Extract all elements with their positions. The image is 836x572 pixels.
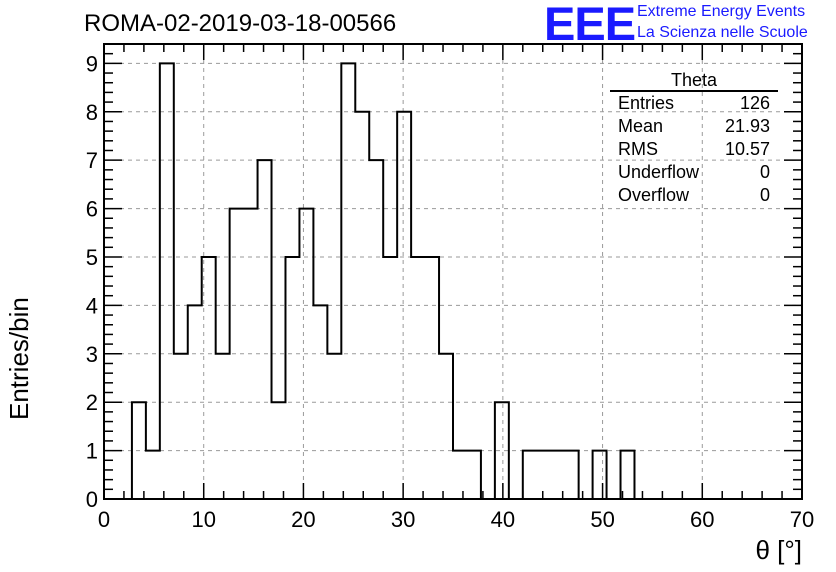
- axis-ticks: [103, 43, 803, 500]
- histogram-bin: [327, 354, 341, 499]
- histogram-bin: [369, 160, 383, 499]
- histogram-bin: [341, 63, 355, 499]
- y-tick-label: 8: [86, 100, 98, 125]
- histogram-bin: [411, 257, 425, 499]
- stats-row-entries: Entries 126: [610, 92, 778, 115]
- histogram-bin: [467, 451, 481, 499]
- histogram-bin: [523, 451, 537, 499]
- x-tick-label: 60: [690, 507, 714, 532]
- plot-frame: [103, 43, 803, 500]
- stats-value: 126: [739, 93, 770, 113]
- stats-row-underflow: Underflow 0: [610, 161, 778, 184]
- histogram-bin: [383, 257, 397, 499]
- stats-value: 10.57: [724, 139, 770, 159]
- histogram-bin: [425, 257, 439, 499]
- stats-title: Theta: [610, 70, 778, 92]
- stats-value: 0: [759, 185, 770, 205]
- histogram-bin: [160, 63, 174, 499]
- histogram-title: ROMA-02-2019-03-18-00566: [84, 10, 397, 37]
- y-tick-label: 7: [86, 148, 98, 173]
- stats-row-mean: Mean 21.93: [610, 115, 778, 138]
- stats-label: Mean: [618, 116, 664, 136]
- y-tick-label: 1: [86, 439, 98, 464]
- histogram-bin: [565, 451, 579, 499]
- stats-row-overflow: Overflow 0: [610, 184, 778, 207]
- eee-logo: EEE: [544, 0, 636, 50]
- histogram-bin: [453, 451, 467, 499]
- x-tick-label: 20: [291, 507, 315, 532]
- histogram-bin: [258, 160, 272, 499]
- logo-subtitle-2: La Scienza nelle Scuole: [637, 24, 808, 41]
- x-tick-label: 40: [491, 507, 515, 532]
- stats-box: Theta Entries 126 Mean 21.93 RMS 10.57 U…: [610, 70, 778, 207]
- x-tick-label: 30: [391, 507, 415, 532]
- y-tick-label: 9: [86, 51, 98, 76]
- x-axis-title: θ [°]: [755, 535, 802, 565]
- stats-label: Entries: [618, 93, 675, 113]
- y-tick-label: 0: [86, 487, 98, 512]
- stats-row-rms: RMS 10.57: [610, 138, 778, 161]
- histogram-bin: [537, 451, 551, 499]
- histogram-bin: [216, 354, 230, 499]
- histogram-bin: [174, 354, 188, 499]
- y-tick-label: 3: [86, 342, 98, 367]
- histogram-outline: [130, 62, 649, 500]
- x-tick-label: 0: [98, 507, 110, 532]
- y-tick-label: 2: [86, 390, 98, 415]
- y-tick-label: 6: [86, 197, 98, 222]
- stats-value: 21.93: [724, 116, 770, 136]
- histogram-bin: [146, 451, 160, 499]
- histogram-bin: [285, 257, 299, 499]
- stats-label: Overflow: [618, 185, 690, 205]
- histogram-bin: [439, 354, 453, 499]
- grid-lines: [104, 44, 802, 499]
- stats-value: 0: [759, 162, 770, 182]
- stats-label: Underflow: [618, 162, 700, 182]
- histogram-bins: [132, 63, 635, 499]
- axis-tick-labels: 0 10 20 30 40 50 60 70 0 1 2 3 4 5 6 7 8 9: [86, 51, 814, 532]
- stats-label: RMS: [618, 139, 658, 159]
- y-tick-label: 4: [86, 293, 98, 318]
- x-tick-label: 70: [790, 507, 814, 532]
- x-tick-label: 50: [590, 507, 614, 532]
- logo-subtitle-1: Extreme Energy Events: [637, 3, 806, 20]
- histogram-bin: [593, 451, 607, 499]
- x-tick-label: 10: [191, 507, 215, 532]
- y-tick-label: 5: [86, 245, 98, 270]
